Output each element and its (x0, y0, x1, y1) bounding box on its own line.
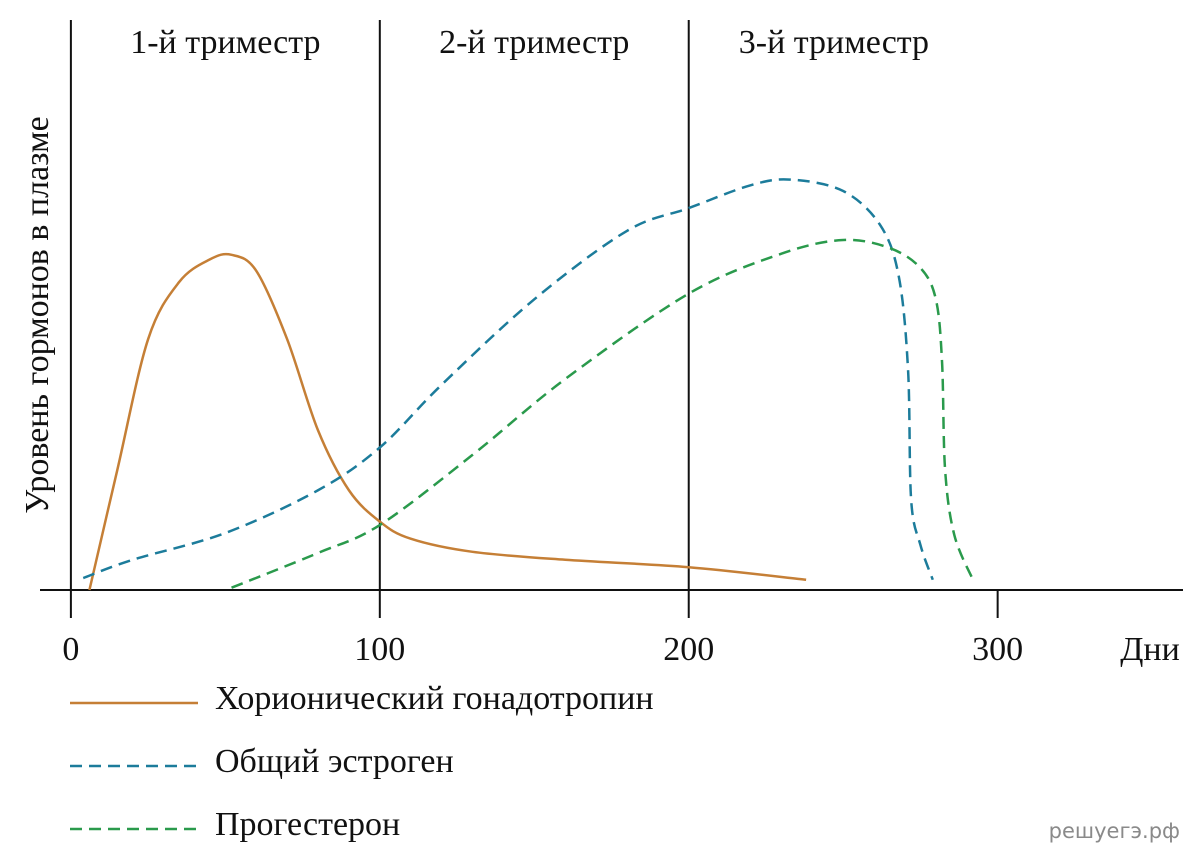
trimester-label: 3-й триместр (739, 24, 929, 61)
series-line (231, 238, 975, 589)
series-line (82, 178, 934, 581)
x-tick-label: 300 (972, 631, 1023, 668)
legend-label: Прогестерон (215, 806, 400, 843)
legend-label: Общий эстроген (215, 743, 454, 780)
x-axis-label: Дни (1120, 631, 1180, 668)
series-line (88, 252, 807, 591)
watermark: решуегэ.рф (1049, 819, 1180, 843)
y-axis-label: Уровень гормонов в плазме (19, 116, 56, 513)
trimester-label: 1-й триместр (130, 24, 320, 61)
legend-label: Хорионический гонадотропин (215, 680, 654, 717)
x-tick-label: 100 (354, 631, 405, 668)
trimester-label: 2-й триместр (439, 24, 629, 61)
x-tick-label: 0 (62, 631, 79, 668)
x-tick-label: 200 (663, 631, 714, 668)
